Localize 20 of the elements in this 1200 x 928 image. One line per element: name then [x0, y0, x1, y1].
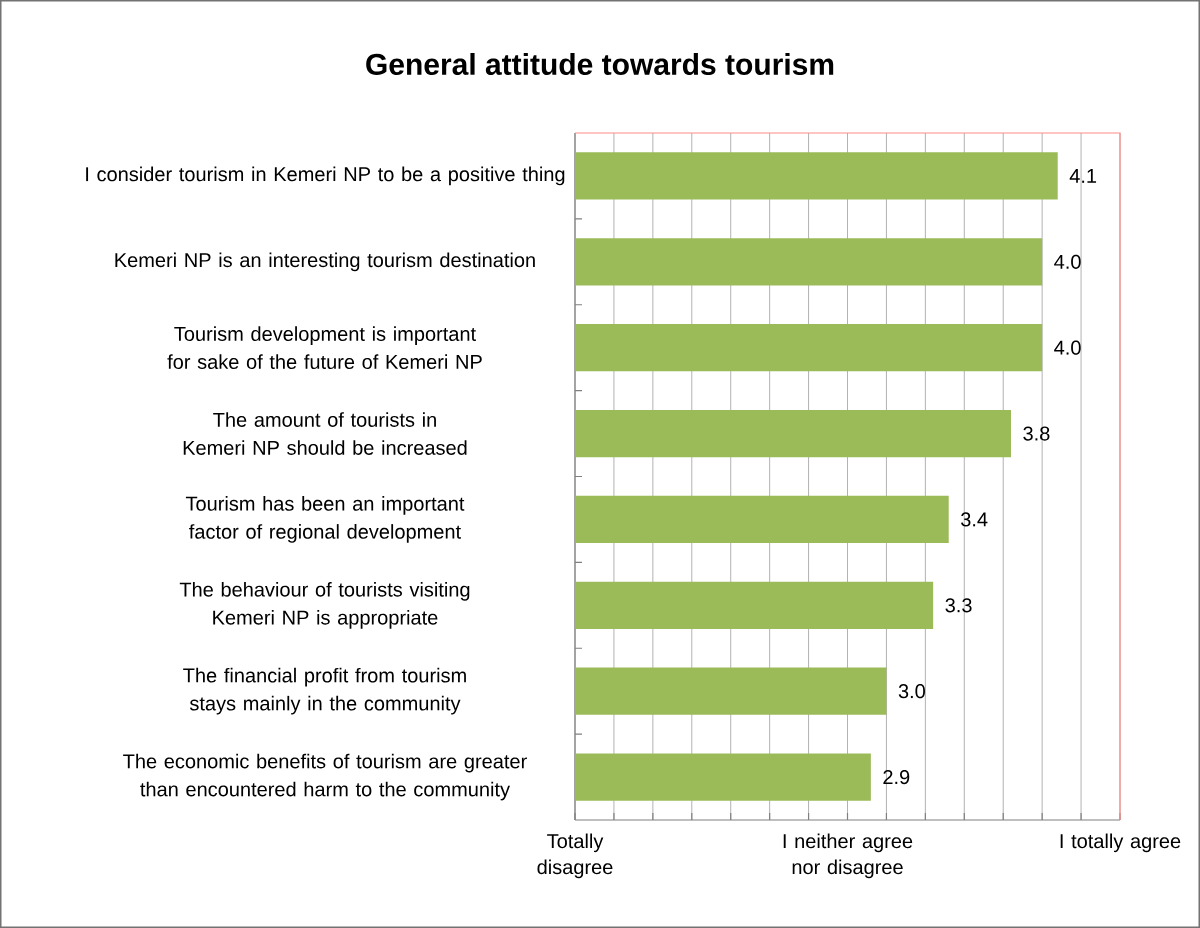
chart-title: General attitude towards tourism — [366, 52, 834, 76]
y-tick-label: Kemeri NP is an interesting tourism destination — [115, 252, 535, 272]
data-label: 3.0 — [898, 684, 925, 699]
data-label: 3.8 — [1023, 426, 1050, 441]
data-label: 2.9 — [883, 769, 910, 785]
y-tick-label: The economic benefits of tourism are greater than encountered harm to the community — [123, 753, 527, 801]
data-label: 3.4 — [961, 512, 988, 527]
text: I neither agree nor disagree — [783, 833, 913, 879]
y-tick-label: The amount of tourists in Kemeri NP should be increased — [183, 412, 467, 455]
y-tick-label: Tourism development is important for sake of the future of Kemeri NP — [167, 326, 482, 370]
y-tick-label: I consider tourism in Kemeri NP to be a positive thing — [86, 166, 565, 186]
data-label: 3.3 — [945, 598, 972, 613]
y-tick-label: Tourism has been an important factor of regional development — [185, 496, 465, 543]
text: Totally disagree — [537, 833, 613, 879]
y-tick-label: The financial profit from tourism stays mainly in the community — [183, 667, 466, 715]
data-label: 4.1 — [1069, 169, 1097, 183]
y-tick-label: The behaviour of tourists visiting Kemeri NP is appropriate — [179, 581, 470, 629]
data-label: 4.0 — [1054, 254, 1081, 269]
data-label: 4.0 — [1054, 340, 1081, 355]
text: I totally agree — [1060, 833, 1181, 853]
